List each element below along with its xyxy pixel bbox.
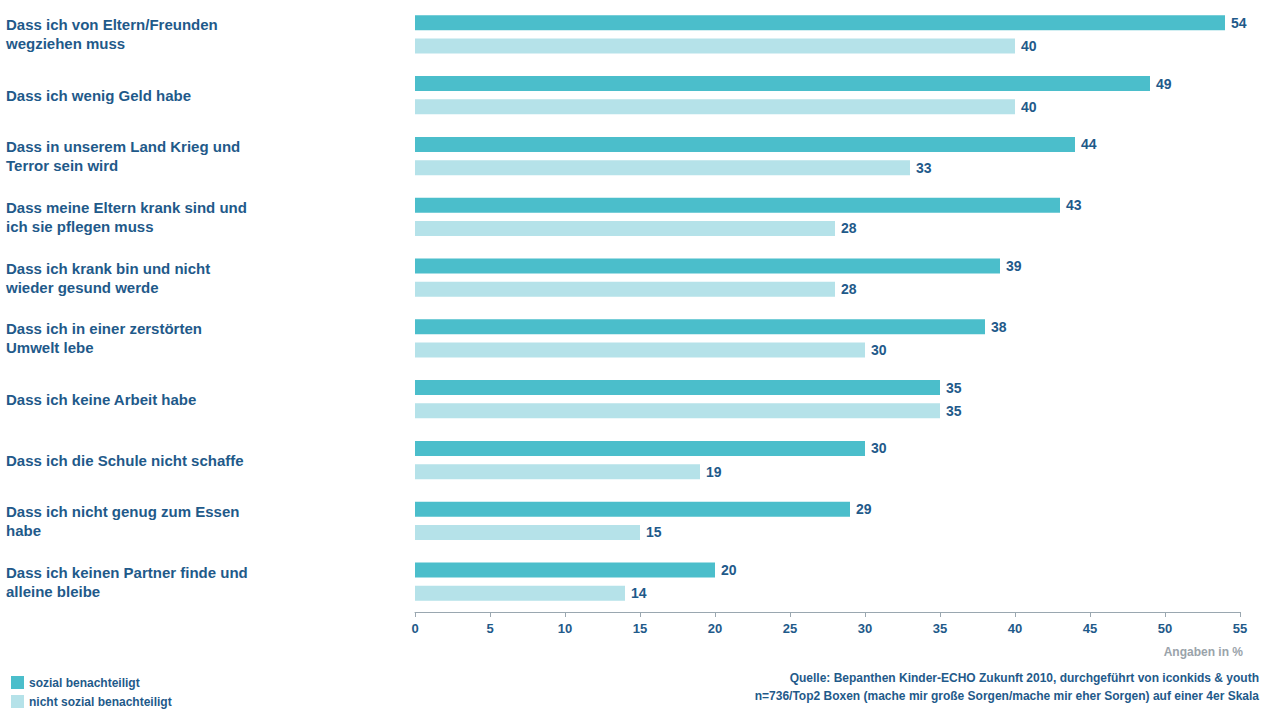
svg-text:33: 33 [916,160,932,176]
svg-text:30: 30 [871,440,887,456]
svg-text:Dass ich wenig Geld habe: Dass ich wenig Geld habe [6,87,191,104]
svg-text:Dass ich keinen Partner finde: Dass ich keinen Partner finde und [6,564,248,581]
svg-text:Dass meine Eltern krank sind u: Dass meine Eltern krank sind und [6,199,247,216]
svg-text:alleine bleibe: alleine bleibe [6,583,100,600]
svg-text:15: 15 [646,524,662,540]
svg-text:Dass ich in einer zerstörten: Dass ich in einer zerstörten [6,320,202,337]
svg-text:20: 20 [708,621,722,636]
svg-text:35: 35 [946,380,962,396]
svg-text:40: 40 [1021,38,1037,54]
svg-text:14: 14 [631,585,647,601]
svg-text:28: 28 [841,220,857,236]
svg-text:nicht sozial benachteiligt: nicht sozial benachteiligt [29,695,172,709]
svg-text:50: 50 [1158,621,1172,636]
svg-text:20: 20 [721,562,737,578]
svg-text:39: 39 [1006,258,1022,274]
svg-text:49: 49 [1156,76,1172,92]
svg-text:19: 19 [706,464,722,480]
svg-text:38: 38 [991,319,1007,335]
svg-text:n=736/Top2 Boxen (mache mir gr: n=736/Top2 Boxen (mache mir große Sorgen… [755,689,1260,703]
svg-text:wieder gesund werde: wieder gesund werde [5,279,159,296]
svg-text:wegziehen muss: wegziehen muss [5,35,125,52]
svg-text:55: 55 [1233,621,1247,636]
svg-text:35: 35 [946,403,962,419]
svg-text:54: 54 [1231,15,1247,31]
svg-text:40: 40 [1008,621,1022,636]
svg-text:Dass ich nicht genug zum Essen: Dass ich nicht genug zum Essen [6,503,239,520]
svg-text:Dass ich von Eltern/Freunden: Dass ich von Eltern/Freunden [6,16,218,33]
svg-text:0: 0 [411,621,418,636]
svg-text:habe: habe [6,522,41,539]
svg-text:Quelle: Bepanthen Kinder-ECHO: Quelle: Bepanthen Kinder-ECHO Zukunft 20… [790,671,1259,685]
svg-text:10: 10 [558,621,572,636]
svg-text:40: 40 [1021,99,1037,115]
svg-text:Dass ich keine Arbeit habe: Dass ich keine Arbeit habe [6,391,196,408]
svg-text:15: 15 [633,621,647,636]
svg-text:28: 28 [841,281,857,297]
svg-text:29: 29 [856,501,872,517]
svg-text:Umwelt lebe: Umwelt lebe [6,339,94,356]
svg-text:Dass in unserem Land Krieg und: Dass in unserem Land Krieg und [6,138,240,155]
svg-text:30: 30 [871,342,887,358]
svg-text:Dass ich krank bin und nicht: Dass ich krank bin und nicht [6,260,210,277]
svg-text:44: 44 [1081,136,1097,152]
svg-text:5: 5 [486,621,493,636]
svg-text:Terror sein wird: Terror sein wird [6,157,118,174]
svg-text:25: 25 [783,621,797,636]
svg-text:ich sie pflegen muss: ich sie pflegen muss [6,218,154,235]
svg-text:45: 45 [1083,621,1097,636]
svg-text:Angaben in %: Angaben in % [1164,645,1244,659]
svg-text:35: 35 [933,621,947,636]
svg-text:43: 43 [1066,197,1082,213]
svg-text:sozial benachteiligt: sozial benachteiligt [29,676,140,690]
svg-text:Dass ich die Schule nicht scha: Dass ich die Schule nicht schaffe [6,452,244,469]
svg-text:30: 30 [858,621,872,636]
